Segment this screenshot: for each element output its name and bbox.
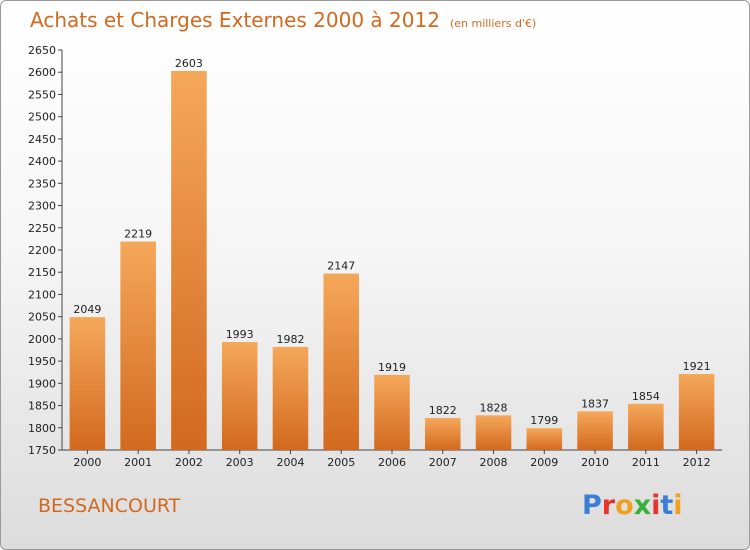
- y-tick-label: 2100: [28, 288, 56, 301]
- bar-2011: [628, 403, 664, 450]
- x-axis: 2000 2001 2002 2003 2004 2005 2006 2007 2008 2009…: [62, 449, 722, 469]
- y-tick-label: 2300: [28, 200, 56, 213]
- x-tick-label: 2007: [429, 456, 457, 469]
- y-tick-label: 1750: [28, 444, 56, 457]
- bar-value-label: 1854: [632, 390, 660, 403]
- x-tick-label: 2000: [73, 456, 101, 469]
- logo-letter: i: [651, 490, 661, 521]
- logo-letter: i: [673, 490, 683, 521]
- bar-2004: [272, 346, 309, 450]
- x-tick-label: 2003: [226, 456, 254, 469]
- bar-value-label: 1993: [226, 328, 254, 341]
- x-tick-label: 2011: [632, 456, 660, 469]
- y-tick-label: 2350: [28, 177, 56, 190]
- y-tick-label: 2650: [28, 44, 56, 57]
- x-tick-label: 2002: [175, 456, 203, 469]
- chart-title: Achats et Charges Externes 2000 à 2012 (e…: [30, 8, 536, 32]
- y-tick-label: 1800: [28, 422, 56, 435]
- bar-value-label: 2049: [73, 303, 101, 316]
- x-tick-label: 2008: [480, 456, 508, 469]
- bar-value-label: 1799: [530, 414, 558, 427]
- x-tick-label: 2005: [327, 456, 355, 469]
- bar-2003: [221, 342, 258, 450]
- y-tick-label: 2500: [28, 111, 56, 124]
- bar-2001: [120, 241, 156, 450]
- chart-title-text: Achats et Charges Externes 2000 à 2012: [30, 8, 440, 32]
- bar-2012: [678, 374, 715, 450]
- bar-value-label: 1919: [378, 361, 406, 374]
- bar-2006: [374, 374, 410, 450]
- y-tick-label: 1900: [28, 377, 56, 390]
- bar-value-label: 1921: [683, 360, 711, 373]
- bar-value-label: 1982: [276, 333, 304, 346]
- bar-2008: [475, 415, 512, 450]
- bar-2005: [323, 273, 359, 450]
- bar-value-label: 1828: [480, 401, 508, 414]
- bar-2007: [425, 418, 461, 450]
- bar-2010: [577, 411, 613, 450]
- y-tick-label: 2000: [28, 333, 56, 346]
- y-tick-label: 2150: [28, 266, 56, 279]
- bar-value-label: 1837: [581, 397, 609, 410]
- logo-letter: r: [601, 490, 616, 521]
- x-tick-label: 2010: [581, 456, 609, 469]
- y-tick-label: 2200: [28, 244, 56, 257]
- x-tick-label: 2004: [276, 456, 304, 469]
- chart-unit: (en milliers d'€): [449, 17, 537, 30]
- bar-value-label: 2219: [124, 228, 152, 241]
- x-tick-label: 2009: [530, 456, 558, 469]
- logo-letter: o: [615, 490, 634, 521]
- bar-value-label: 2147: [327, 260, 355, 273]
- y-tick-label: 2600: [28, 66, 56, 79]
- bar-value-label: 1822: [429, 404, 457, 417]
- bar-2009: [526, 428, 563, 450]
- logo-letter: P: [582, 490, 602, 521]
- y-tick-label: 2550: [28, 88, 56, 101]
- x-tick-label: 2001: [124, 456, 152, 469]
- logo-letter: t: [660, 490, 674, 521]
- proxiti-logo: Proxiti: [582, 490, 683, 521]
- bar-2002: [171, 70, 207, 450]
- y-tick-label: 2250: [28, 222, 56, 235]
- y-tick-label: 2450: [28, 133, 56, 146]
- x-tick-label: 2012: [683, 456, 711, 469]
- bars: 2049 2219 2603 1993 1982 2147 1919 1822 1828 1799…: [69, 57, 715, 450]
- bar-2000: [69, 317, 106, 450]
- y-axis: 1750 1800 1850 1900 1950 2000 2050 2100 2150 2200…: [28, 44, 63, 457]
- y-tick-label: 2400: [28, 155, 56, 168]
- y-tick-label: 1950: [28, 355, 56, 368]
- bar-value-label: 2603: [175, 57, 203, 70]
- y-tick-label: 2050: [28, 311, 56, 324]
- logo-letter: x: [633, 490, 652, 521]
- x-tick-label: 2006: [378, 456, 406, 469]
- place-name: BESSANCOURT: [38, 495, 181, 517]
- y-tick-label: 1850: [28, 400, 56, 413]
